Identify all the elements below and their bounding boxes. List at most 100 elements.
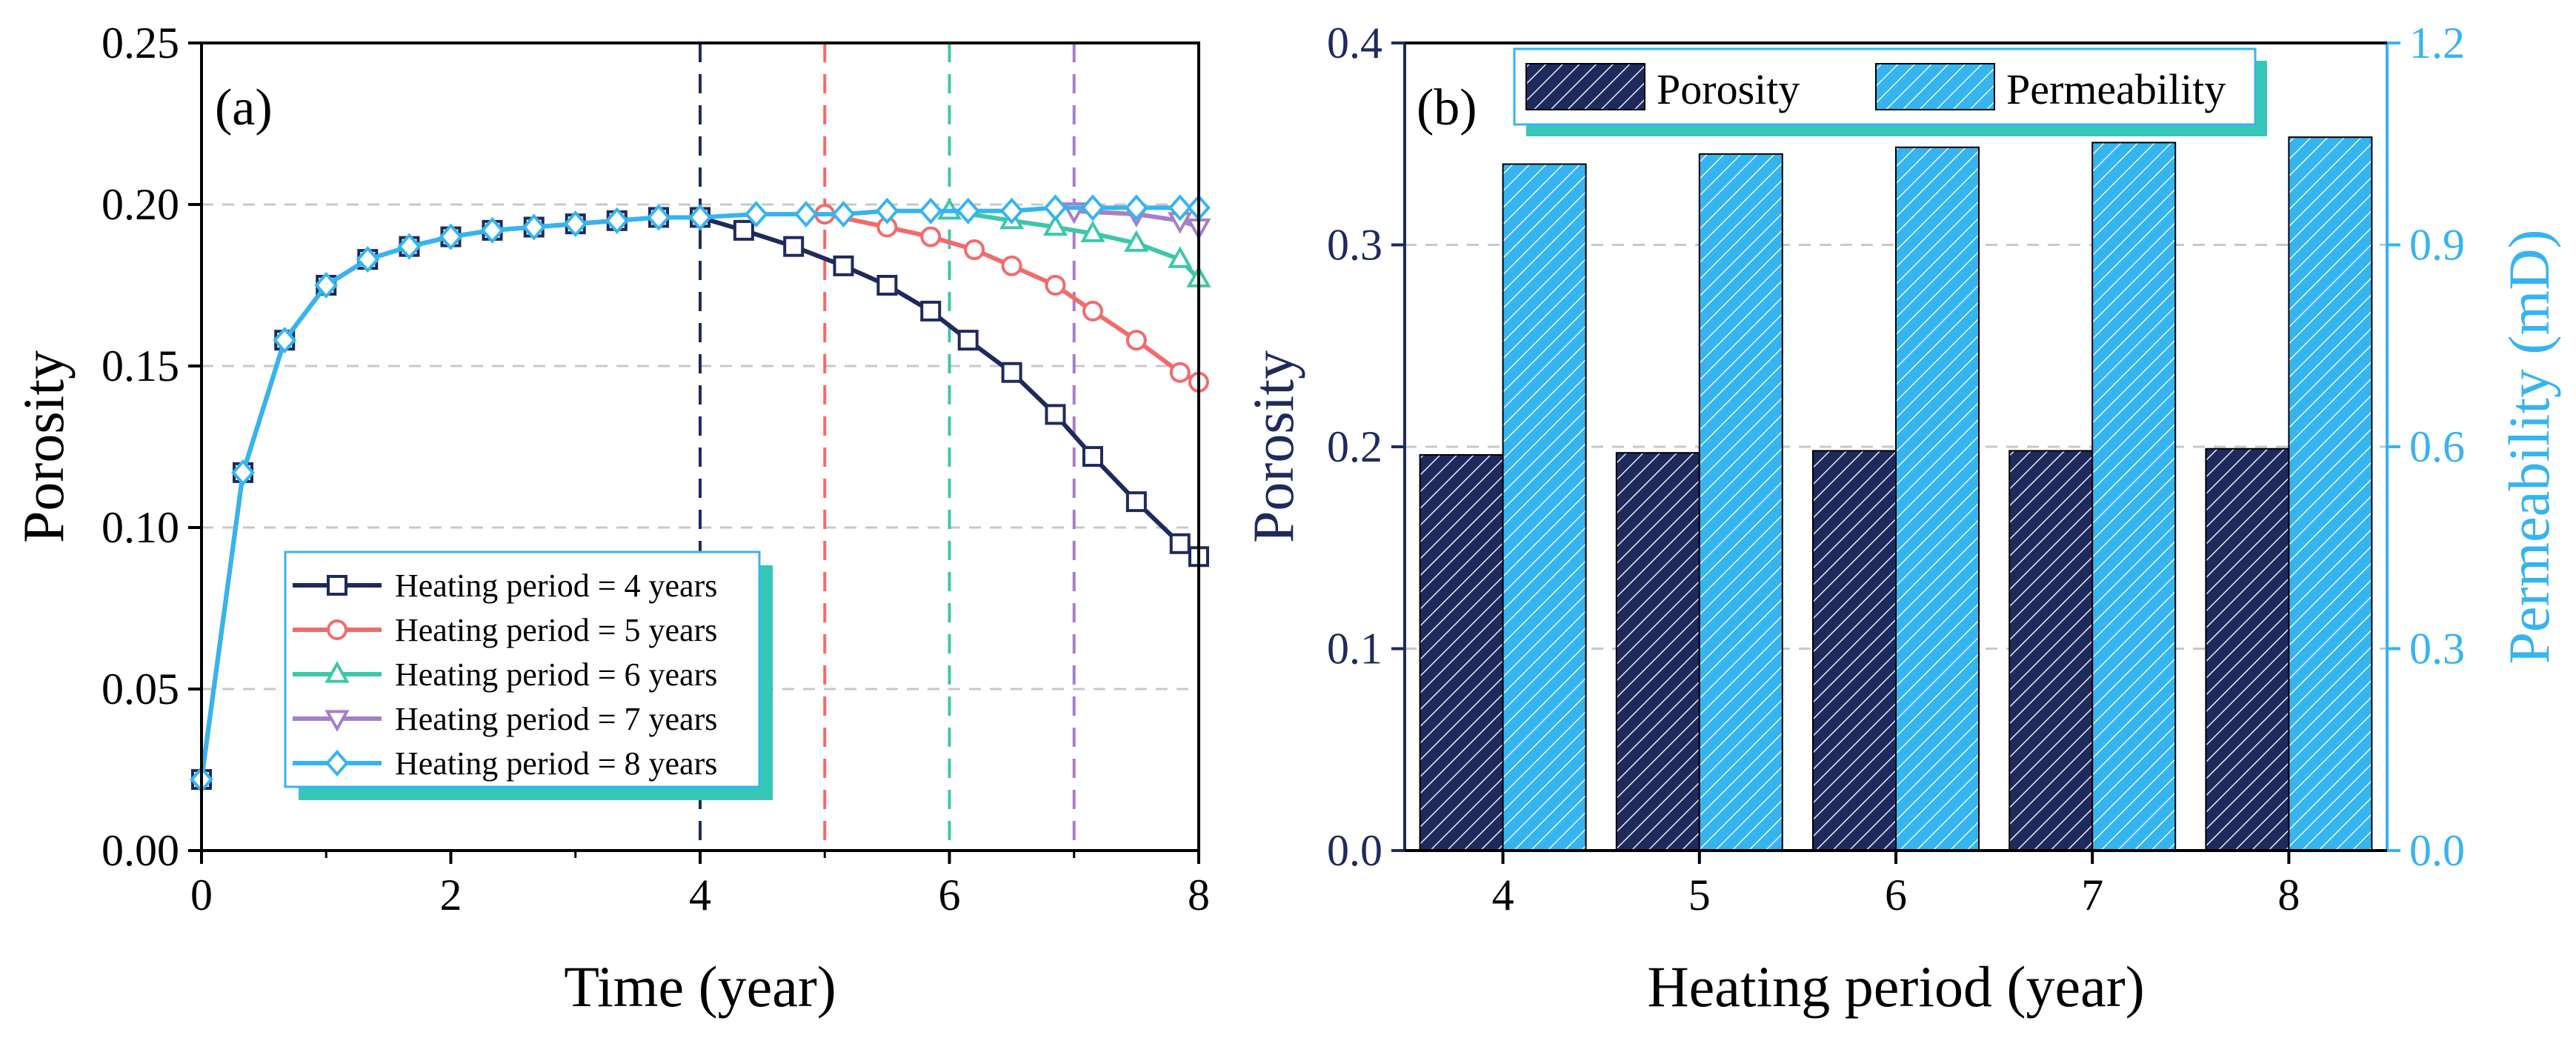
a-legend-label: Heating period = 8 years [395, 745, 717, 782]
b-y-axis-title: Porosity [1241, 350, 1305, 543]
a-y-tick-label: 0.20 [101, 180, 179, 229]
a-data-point [273, 327, 297, 354]
a-x-tick-label: 8 [1188, 871, 1210, 919]
b-legend-swatch-porosity [1525, 63, 1645, 110]
a-legend-marker [327, 575, 347, 596]
b-y2-tick-label: 0.0 [2409, 826, 2465, 875]
b-y-tick-label: 0.3 [1327, 221, 1382, 270]
a-data-point [1001, 362, 1022, 383]
a-ticks: 0 2 4 6 8 0.00 0.05 0.10 0.15 0.20 0.25 [101, 19, 1210, 919]
a-data-point [563, 210, 588, 238]
panel-a: 0 2 4 6 8 0.00 0.05 0.10 0.15 0.20 0.25 (a) Time (… [11, 19, 1211, 1019]
a-data-point [920, 226, 942, 247]
a-legend-label: Heating period = 4 years [395, 568, 717, 604]
a-data-point [397, 233, 422, 260]
a-legend-item-heating-period-8-years: Heating period = 8 years [293, 745, 717, 782]
a-data-point [1080, 220, 1105, 242]
a-data-point [1169, 362, 1191, 383]
b-bar-permeability [1698, 153, 1783, 851]
a-data-point [920, 300, 942, 322]
b-x-tick-label: 8 [2277, 871, 2300, 919]
b-x-tick-label: 7 [2081, 871, 2103, 919]
a-data-point [480, 216, 505, 244]
a-data-point [1001, 255, 1022, 276]
a-panel-label: (a) [215, 79, 273, 136]
b-bar-permeability [2288, 136, 2373, 851]
a-data-point [688, 204, 712, 231]
a-x-tick-label: 0 [190, 871, 213, 919]
a-x-tick-label: 6 [939, 871, 961, 919]
a-data-point [999, 197, 1024, 224]
a-data-point [647, 204, 670, 231]
a-y-tick-label: 0.25 [101, 19, 179, 67]
a-legend-item-heating-period-5-years: Heating period = 5 years [293, 612, 717, 648]
a-data-point [1168, 246, 1193, 268]
a-y-axis-title: Porosity [11, 350, 76, 543]
a-data-point [1042, 213, 1068, 236]
a-series-heating-period-8-years [190, 194, 1211, 794]
b-legend-label-porosity: Porosity [1657, 65, 1800, 113]
b-bars-group [1419, 136, 2373, 851]
a-legend: Heating period = 4 years Heating period =… [284, 550, 773, 800]
a-data-point [439, 223, 463, 250]
b-bar-porosity [1812, 450, 1897, 851]
a-legend-label: Heating period = 7 years [395, 701, 717, 737]
a-legend-marker [325, 661, 350, 683]
a-legend-box [284, 550, 761, 788]
b-bar-permeability [1502, 163, 1587, 851]
b-bar-permeability [2091, 142, 2177, 851]
b-y-tick-label: 0.2 [1327, 422, 1382, 471]
b-y-tick-label: 0.4 [1327, 19, 1382, 67]
a-data-point [522, 213, 546, 241]
a-x-tick-label: 2 [440, 871, 462, 919]
a-data-point [733, 219, 754, 241]
a-data-point [1082, 446, 1103, 468]
a-vertical-markers [699, 43, 1076, 851]
a-legend-marker [325, 749, 349, 777]
panel-b: 4 5 6 7 80.00.10.20.30.40.00.30.60.91.2 (b) … [1241, 19, 2561, 1019]
a-data-point [1043, 194, 1068, 222]
a-legend-label: Heating period = 6 years [395, 656, 717, 693]
a-legend-items: Heating period = 4 years Heating period =… [293, 568, 717, 782]
b-x-tick-label: 4 [1492, 871, 1514, 919]
a-data-point [1125, 491, 1147, 513]
a-series-line [824, 212, 1200, 385]
a-data-point [231, 459, 255, 486]
a-data-point [1082, 300, 1103, 322]
b-bar-porosity [1419, 453, 1504, 851]
a-data-point [1125, 194, 1148, 222]
a-data-point [831, 201, 856, 228]
b-x-tick-label: 5 [1688, 871, 1711, 919]
a-legend-item-heating-period-7-years: Heating period = 7 years [293, 701, 717, 737]
a-data-point [833, 255, 854, 276]
a-series-heating-period-5-years [814, 204, 1209, 393]
b-x-axis-title: Heating period (year) [1647, 954, 2144, 1019]
a-data-point [783, 236, 805, 257]
b-panel-label: (b) [1417, 79, 1477, 136]
a-data-point [1125, 330, 1147, 351]
b-legend-swatch-permeability [1875, 63, 1995, 110]
b-legend-label-permeability: Permeability [2006, 65, 2226, 113]
a-legend-marker [325, 710, 350, 732]
a-data-point [1169, 533, 1191, 554]
a-data-point [1081, 194, 1105, 222]
a-y-tick-label: 0.15 [101, 342, 179, 390]
a-data-point [875, 197, 899, 224]
b-ticks: 4 5 6 7 8 0.0 0.1 0.2 0.3 0.4 0.0 0.3 0.6 0.9 1.2 [1327, 19, 2465, 919]
a-x-tick-label: 4 [689, 871, 711, 919]
a-y-tick-label: 0.05 [101, 665, 179, 713]
b-bar-porosity [2008, 450, 2094, 851]
b-bar-porosity [1615, 452, 1700, 851]
b-legend: Porosity Permeability [1513, 47, 2267, 136]
b-y-tick-label: 0.0 [1327, 826, 1382, 875]
b-x-tick-label: 6 [1885, 871, 1907, 919]
a-legend-item-heating-period-6-years: Heating period = 6 years [293, 656, 717, 693]
a-legend-item-heating-period-4-years: Heating period = 4 years [293, 568, 717, 604]
b-y-tick-label: 0.1 [1327, 625, 1382, 673]
a-data-point [957, 330, 979, 351]
a-legend-marker [327, 619, 347, 640]
b-y2-tick-label: 0.6 [2409, 422, 2465, 471]
a-legend-label: Heating period = 5 years [395, 612, 717, 648]
a-y-tick-label: 0.10 [101, 503, 179, 552]
a-series-group [190, 194, 1211, 794]
